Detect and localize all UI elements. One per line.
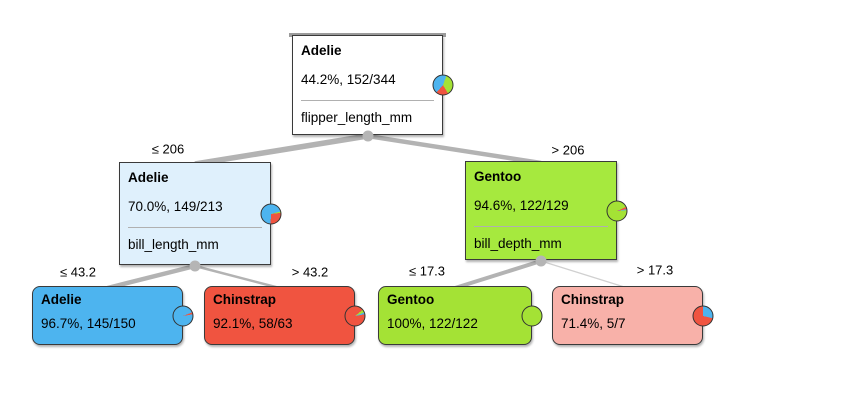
tree-node-leaf-chinstrap2[interactable]: Chinstrap 71.4%, 5/7 <box>552 286 703 345</box>
node-separator <box>474 226 608 227</box>
edge-line <box>540 260 628 289</box>
edge-condition-label: > 43.2 <box>291 264 329 280</box>
edge-condition-label: ≤ 206 <box>151 141 185 157</box>
node-separator <box>301 100 434 101</box>
edge-line <box>194 264 280 290</box>
node-split-attribute: bill_length_mm <box>128 237 219 252</box>
edge-condition-label: ≤ 43.2 <box>59 264 97 280</box>
edge-junction-dot <box>189 260 201 272</box>
node-class-label: Adelie <box>41 292 82 307</box>
tree-node-leaf-gentoo[interactable]: Gentoo 100%, 122/122 <box>378 286 532 345</box>
node-stats: 96.7%, 145/150 <box>41 316 136 331</box>
tree-node-leaf-chinstrap[interactable]: Chinstrap 92.1%, 58/63 <box>204 286 355 345</box>
class-distribution-pie-icon <box>260 203 282 224</box>
class-distribution-pie-icon <box>172 305 194 326</box>
node-stats: 94.6%, 122/129 <box>474 198 569 213</box>
edge-condition-label: > 17.3 <box>636 262 674 278</box>
tree-node-leaf-adelie[interactable]: Adelie 96.7%, 145/150 <box>32 286 183 345</box>
node-class-label: Gentoo <box>474 169 522 184</box>
class-distribution-pie-icon <box>692 305 714 326</box>
tree-node-root[interactable]: Adelie 44.2%, 152/344 flipper_length_mm <box>292 35 443 135</box>
node-stats: 44.2%, 152/344 <box>301 72 396 87</box>
node-split-attribute: flipper_length_mm <box>301 110 413 125</box>
tree-node-gentoo-206[interactable]: Gentoo 94.6%, 122/129 bill_depth_mm <box>465 161 617 260</box>
node-class-label: Gentoo <box>387 292 435 307</box>
tree-node-adelie-206[interactable]: Adelie 70.0%, 149/213 bill_length_mm <box>119 162 271 265</box>
node-stats: 100%, 122/122 <box>387 316 478 331</box>
node-stats: 71.4%, 5/7 <box>561 316 626 331</box>
class-distribution-pie-icon <box>344 305 366 326</box>
node-stats: 92.1%, 58/63 <box>213 316 293 331</box>
node-class-label: Chinstrap <box>213 292 277 307</box>
edge-line <box>367 133 542 166</box>
node-split-attribute: bill_depth_mm <box>474 236 562 251</box>
class-distribution-pie-icon <box>432 74 454 96</box>
node-class-label: Chinstrap <box>561 292 625 307</box>
edge-junction-dot <box>535 255 547 267</box>
class-distribution-pie-icon <box>606 200 628 221</box>
edge-condition-label: ≤ 17.3 <box>408 263 446 279</box>
edge-junction-dot <box>362 130 373 142</box>
node-stats: 70.0%, 149/213 <box>128 199 223 214</box>
edge-line <box>194 133 368 167</box>
node-class-label: Adelie <box>128 170 169 185</box>
class-distribution-pie-icon <box>521 305 543 326</box>
edge-line <box>106 263 196 291</box>
edge-condition-label: > 206 <box>551 142 585 158</box>
node-class-label: Adelie <box>301 43 342 58</box>
edge-line <box>454 259 542 290</box>
node-separator <box>128 227 262 228</box>
